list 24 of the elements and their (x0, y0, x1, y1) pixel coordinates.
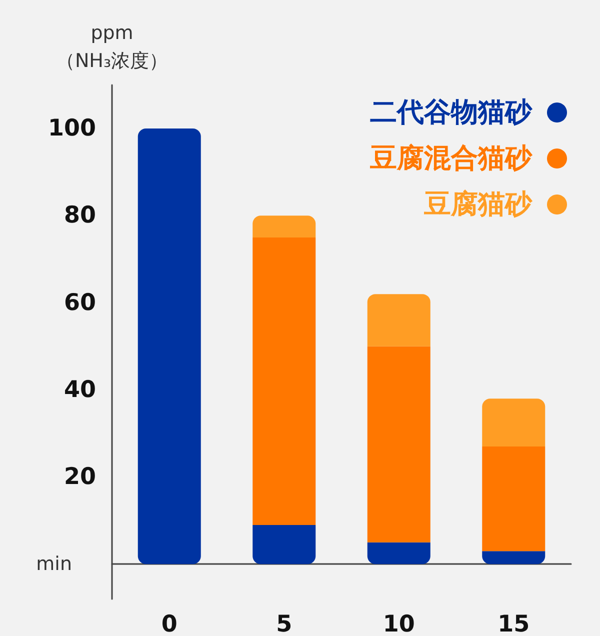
y-axis-title: ppm （NH₃浓度） (56, 22, 168, 72)
x-tick-label: 0 (161, 612, 178, 636)
x-axis-title: min (36, 553, 72, 576)
y-tick-label: 60 (64, 290, 96, 316)
x-tick-label: 5 (276, 612, 292, 636)
x-tick-label: 15 (498, 612, 530, 636)
bar (252, 524, 316, 564)
bar (138, 128, 201, 564)
legend-label: 二代谷物猫砂 (370, 97, 533, 128)
legend-label: 豆腐猫砂 (423, 189, 533, 220)
bar (367, 346, 430, 542)
y-tick-label: 20 (64, 464, 96, 490)
bar (367, 294, 430, 346)
bar (482, 446, 546, 552)
bar (482, 551, 546, 564)
x-tick-label: 10 (382, 612, 415, 636)
bar (252, 237, 316, 525)
bar (482, 398, 546, 447)
bar (252, 216, 316, 238)
legend-label: 豆腐混合猫砂 (369, 143, 533, 174)
y-tick-label: 80 (64, 202, 96, 229)
bar (367, 542, 430, 564)
y-tick-label: 100 (48, 116, 96, 142)
y-tick-label: 40 (64, 376, 96, 403)
